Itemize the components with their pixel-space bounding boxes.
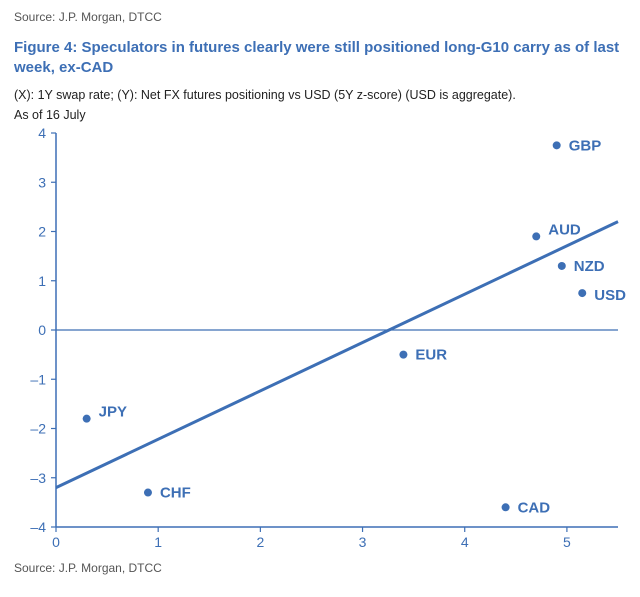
data-point-aud (532, 232, 540, 240)
data-point-nzd (558, 262, 566, 270)
x-tick-label: 0 (52, 534, 60, 550)
y-tick-label: 0 (38, 322, 46, 338)
data-label-usd: USD (594, 287, 626, 304)
scatter-chart: –4 –3 –2 –1 0 1 2 3 4 0 1 2 3 4 5 JPY CHF EUR CAD AUD GBP NZD… (14, 127, 626, 557)
x-tick-label: 1 (154, 534, 162, 550)
y-tick-label: 2 (38, 224, 46, 240)
data-point-jpy (83, 415, 91, 423)
y-tick-label: 1 (38, 273, 46, 289)
y-tick-label: –1 (30, 371, 46, 387)
y-tick-label: 3 (38, 174, 46, 190)
x-tick-label: 4 (461, 534, 469, 550)
y-tick-label: –3 (30, 470, 46, 486)
figure-page: { "source_top": "Source: J.P. Morgan, DT… (0, 0, 640, 597)
data-point-cad (502, 503, 510, 511)
x-tick-label: 5 (563, 534, 571, 550)
data-label-jpy: JPY (99, 404, 127, 421)
data-point-chf (144, 489, 152, 497)
chart-svg: –4 –3 –2 –1 0 1 2 3 4 0 1 2 3 4 5 JPY CHF EUR CAD AUD GBP NZD… (14, 127, 626, 557)
y-tick-label: 4 (38, 127, 46, 141)
figure-title: Figure 4: Speculators in futures clearly… (14, 38, 626, 79)
figure-subtitle-line1: (X): 1Y swap rate; (Y): Net FX futures p… (14, 87, 626, 103)
data-point-eur (399, 351, 407, 359)
data-label-gbp: GBP (569, 137, 602, 154)
y-tick-label: –4 (30, 519, 46, 535)
source-bottom: Source: J.P. Morgan, DTCC (14, 561, 626, 575)
source-top: Source: J.P. Morgan, DTCC (14, 10, 626, 24)
data-label-nzd: NZD (574, 258, 605, 275)
figure-subtitle-line2: As of 16 July (14, 107, 626, 123)
data-point-usd (578, 289, 586, 297)
x-tick-label: 3 (359, 534, 367, 550)
y-tick-label: –2 (30, 421, 46, 437)
data-label-cad: CAD (518, 499, 551, 516)
trend-line (56, 222, 618, 488)
data-label-chf: CHF (160, 485, 191, 502)
data-label-eur: EUR (415, 347, 447, 364)
data-point-gbp (553, 141, 561, 149)
x-tick-label: 2 (256, 534, 264, 550)
data-label-aud: AUD (548, 221, 581, 238)
